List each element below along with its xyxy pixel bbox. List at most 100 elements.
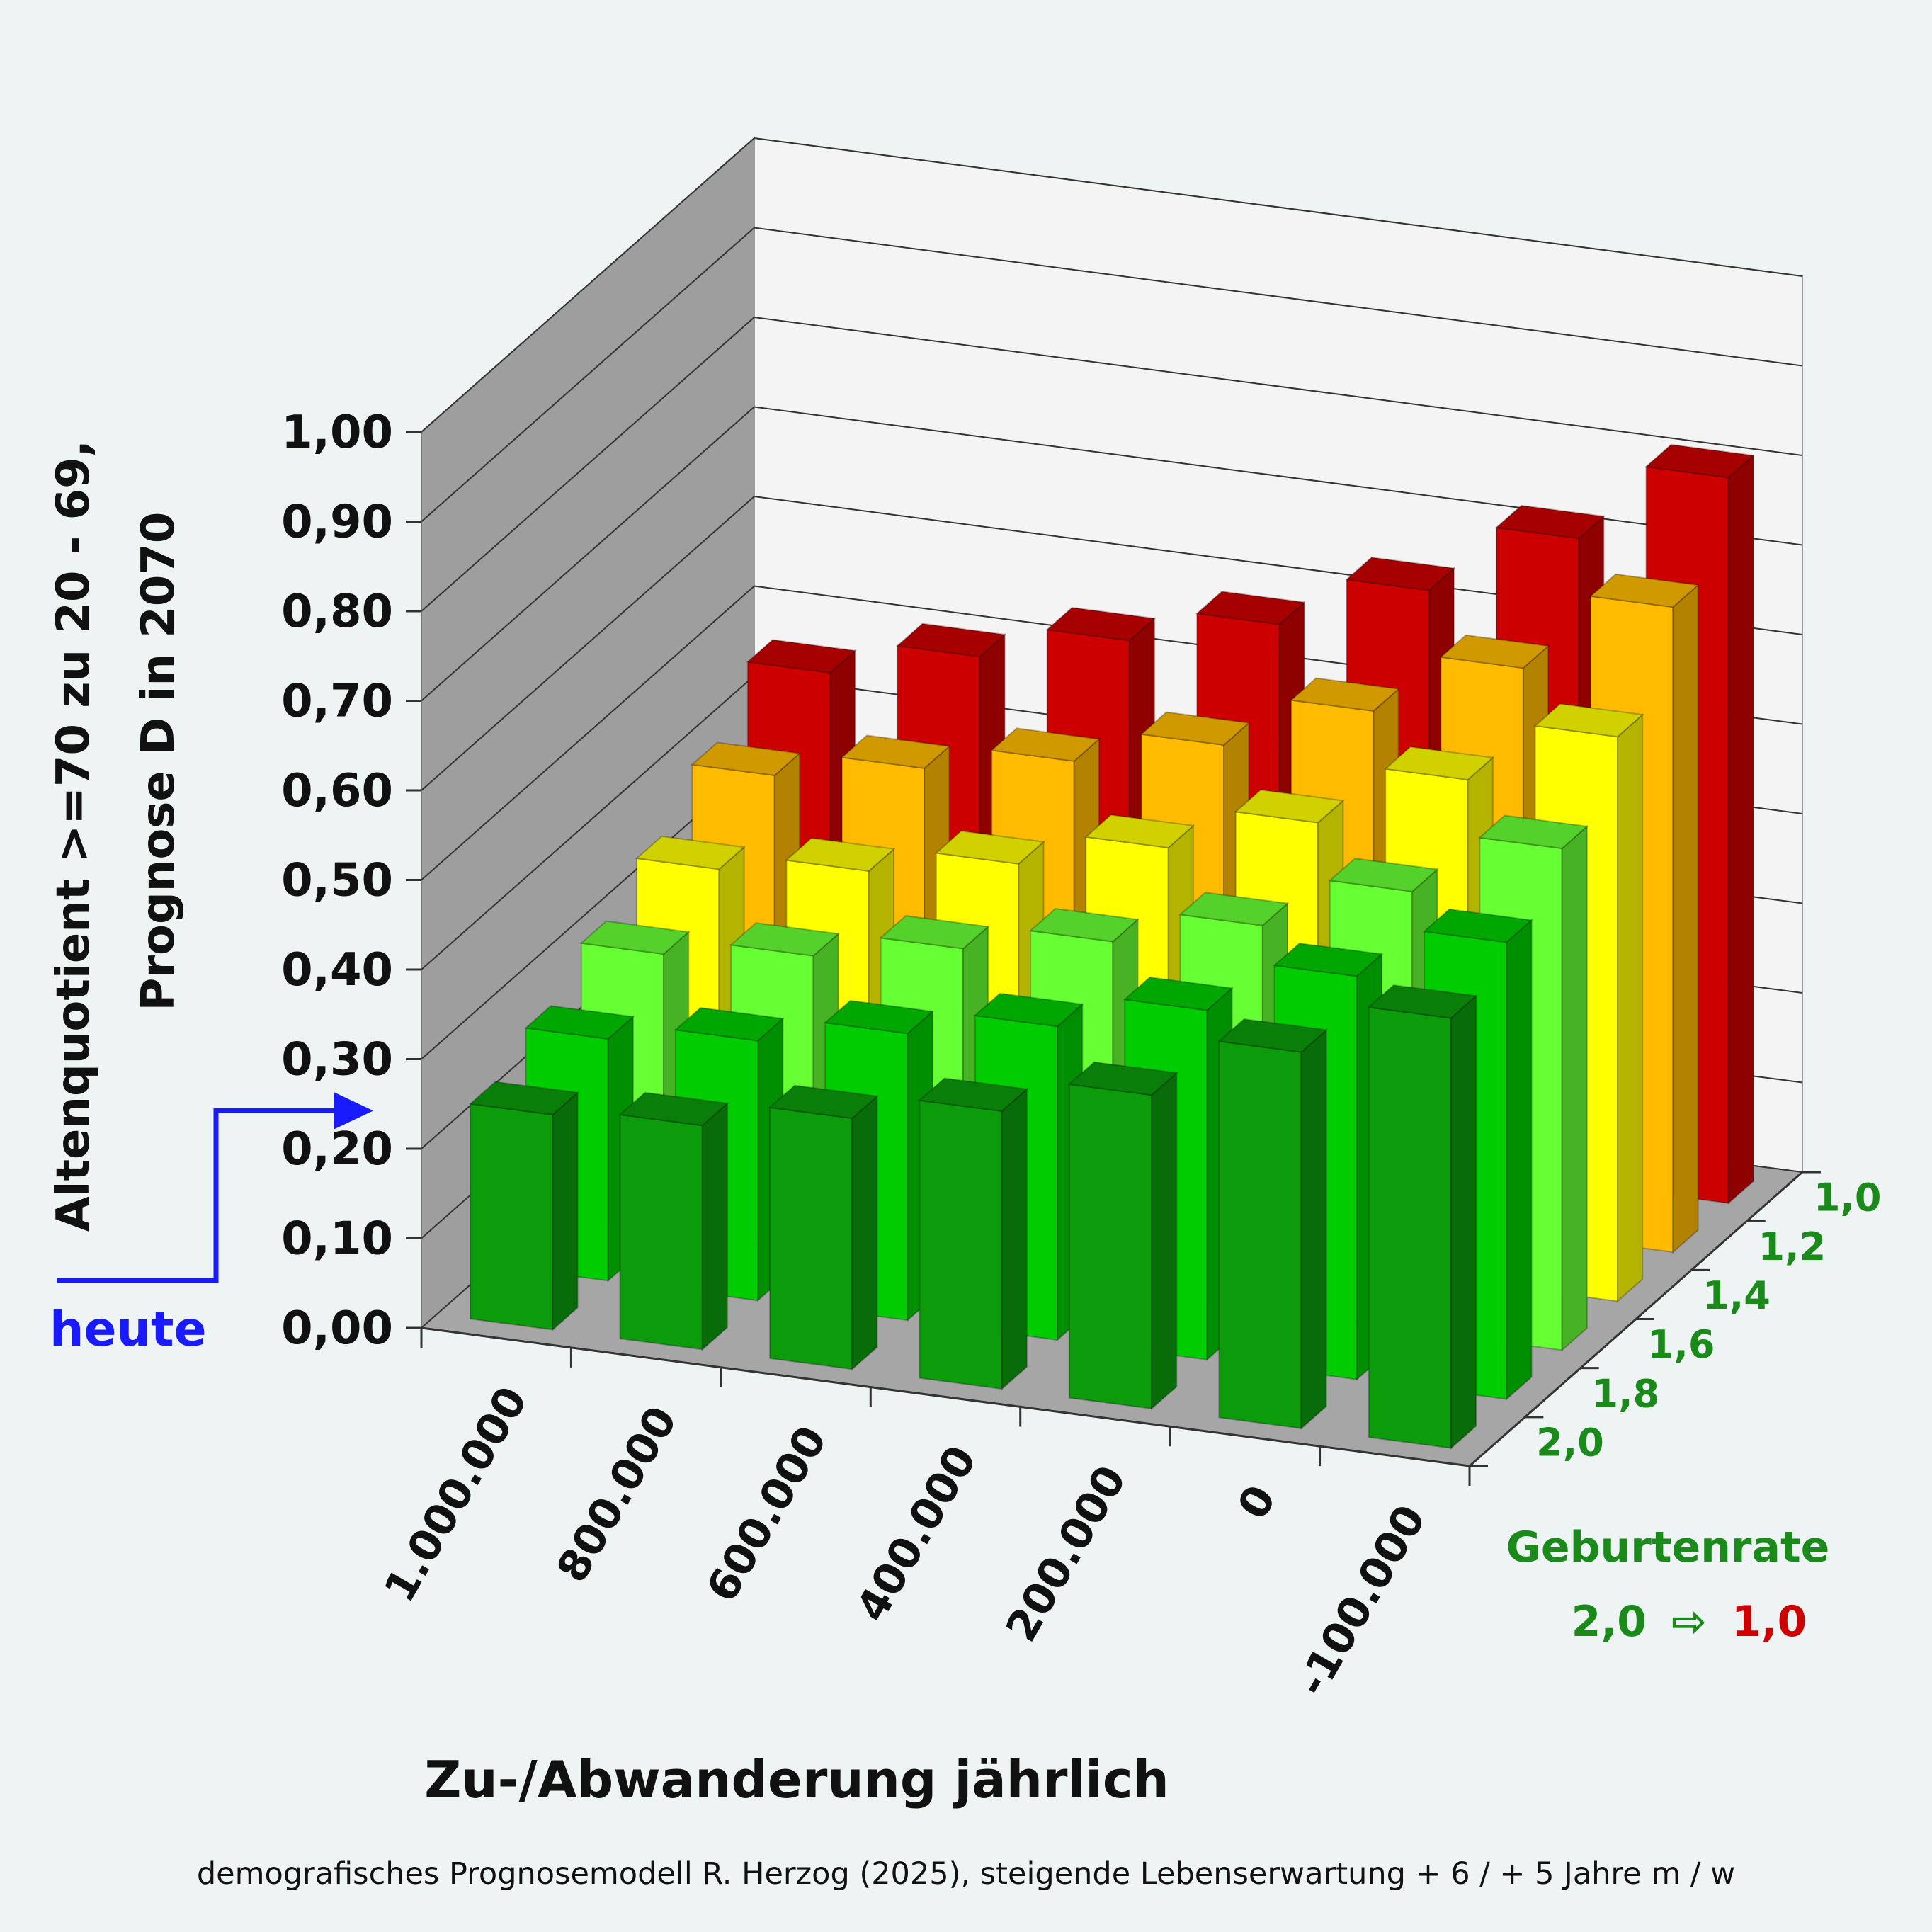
- reference-arrow-line: [57, 1108, 345, 1283]
- bar-top: [1217, 1018, 1329, 1053]
- y-tick-label: 0,40: [281, 944, 393, 996]
- y-tick-label: 0,00: [281, 1302, 393, 1355]
- bar-side: [1151, 1071, 1178, 1411]
- bar-top: [1289, 677, 1401, 712]
- bar-top: [1195, 591, 1306, 625]
- reference-label: heute: [50, 1302, 207, 1358]
- y-tick-label: 0,80: [281, 586, 393, 638]
- z-range-from: 2,0: [1572, 1597, 1647, 1647]
- bar-top: [934, 830, 1045, 865]
- z-range-arrow: ⇨: [1671, 1597, 1707, 1647]
- bar-top: [768, 1084, 879, 1120]
- bar-top: [618, 1091, 729, 1127]
- bar-series-2-0-cat-6: [1367, 984, 1478, 1450]
- bar-top: [1140, 711, 1251, 746]
- bar-top: [746, 639, 857, 674]
- bar-top: [1234, 789, 1345, 824]
- bar-front: [1068, 1083, 1153, 1410]
- z-tick-label: 1,8: [1592, 1371, 1660, 1416]
- bar-top: [1045, 606, 1157, 642]
- bar-group: [468, 443, 1756, 1450]
- y-axis-label-line1: Altenquotient >=70 zu 20 - 69,: [47, 440, 100, 1232]
- bar-series-2-0-cat-4: [1067, 1061, 1178, 1411]
- bar-front: [919, 1099, 1003, 1390]
- bar-series-2-0-cat-0: [468, 1081, 579, 1331]
- gridline: [421, 227, 1803, 523]
- y-tick-label: 0,10: [281, 1213, 393, 1266]
- bar-top: [1644, 443, 1756, 479]
- bar-side: [1561, 824, 1588, 1352]
- bar-top: [1367, 984, 1478, 1019]
- bar-side: [1672, 583, 1699, 1254]
- bar-side: [851, 1094, 878, 1371]
- x-axis-label: Zu-/Abwanderung jährlich: [424, 1750, 1169, 1809]
- y-tick-labels: 0,00 0,10 0,20 0,30 0,40 0,50 0,60 0,70 0,80 0,90…: [281, 407, 393, 1355]
- bar-series-2-0-cat-1: [618, 1091, 729, 1351]
- z-tick-label: 1,4: [1703, 1273, 1771, 1318]
- y-axis-label-line2: Prognose D in 2070: [132, 512, 185, 1011]
- bar-side: [1001, 1087, 1028, 1391]
- bar-top: [1328, 858, 1439, 892]
- bar-side: [701, 1101, 729, 1351]
- bar-top: [785, 837, 896, 872]
- bar-top: [1422, 908, 1533, 943]
- bar-side: [1450, 994, 1477, 1450]
- bar-top: [468, 1081, 579, 1116]
- y-tick-label: 0,20: [281, 1123, 393, 1176]
- bar-top: [895, 623, 1007, 658]
- bar-top: [635, 835, 746, 870]
- bar-top: [1178, 892, 1290, 926]
- bar-top: [1439, 634, 1550, 669]
- y-tick-label: 0,70: [281, 676, 393, 728]
- bar-top: [674, 1006, 785, 1042]
- bar-top: [1067, 1061, 1178, 1096]
- footnote: demografisches Prognosemodell R. Herzog …: [197, 1856, 1735, 1892]
- bar-top: [1028, 907, 1140, 943]
- bar-top: [691, 741, 802, 776]
- bar-top: [1273, 942, 1384, 977]
- z-range-to: 1,0: [1732, 1597, 1807, 1647]
- x-axis-line: [421, 1326, 1470, 1467]
- bar-side: [1617, 712, 1644, 1303]
- bar-front: [1368, 1006, 1452, 1449]
- z-axis-label: Geburtenrate: [1506, 1523, 1830, 1572]
- gridline: [421, 316, 1803, 612]
- z-tick-label: 1,2: [1758, 1224, 1826, 1269]
- bar-top: [1084, 814, 1195, 849]
- bar-top: [918, 1077, 1029, 1113]
- bar-top: [973, 992, 1084, 1028]
- bar-top: [823, 999, 935, 1035]
- bar-top: [1345, 557, 1456, 591]
- bar-front: [1218, 1040, 1302, 1430]
- bar-top: [1383, 746, 1495, 781]
- bar-side: [1727, 453, 1754, 1205]
- z-tick-label: 1,6: [1647, 1322, 1715, 1367]
- reference-marker: heute: [50, 1092, 373, 1358]
- bar-top: [1533, 703, 1644, 738]
- bar-top: [840, 734, 951, 769]
- bar-top: [1589, 573, 1700, 608]
- gridline: [421, 406, 1803, 702]
- y-tick-label: 0,50: [281, 855, 393, 907]
- bar-top: [1494, 504, 1606, 540]
- bar-series-2-0-cat-5: [1217, 1018, 1329, 1431]
- z-tick-label: 1,0: [1814, 1176, 1882, 1220]
- reference-arrow-head: [334, 1092, 373, 1130]
- bar-top: [579, 920, 691, 955]
- bar-top: [989, 727, 1101, 762]
- z-axis-range: 2,0 ⇨ 1,0: [1572, 1597, 1807, 1647]
- y-tick-label: 0,60: [281, 765, 393, 817]
- bar-front: [769, 1106, 853, 1370]
- bar-front: [619, 1113, 703, 1351]
- z-tick-label: 2,0: [1536, 1420, 1604, 1465]
- y-tick-label: 0,30: [281, 1034, 393, 1086]
- bar-side: [1506, 919, 1533, 1401]
- bar-side: [552, 1091, 579, 1331]
- z-tick-labels: 2,01,81,61,41,21,0: [1536, 1176, 1881, 1465]
- bar-top: [524, 1005, 635, 1040]
- bar-top: [879, 915, 990, 950]
- y-tick-label: 0,90: [281, 496, 393, 549]
- bar-top: [729, 922, 841, 957]
